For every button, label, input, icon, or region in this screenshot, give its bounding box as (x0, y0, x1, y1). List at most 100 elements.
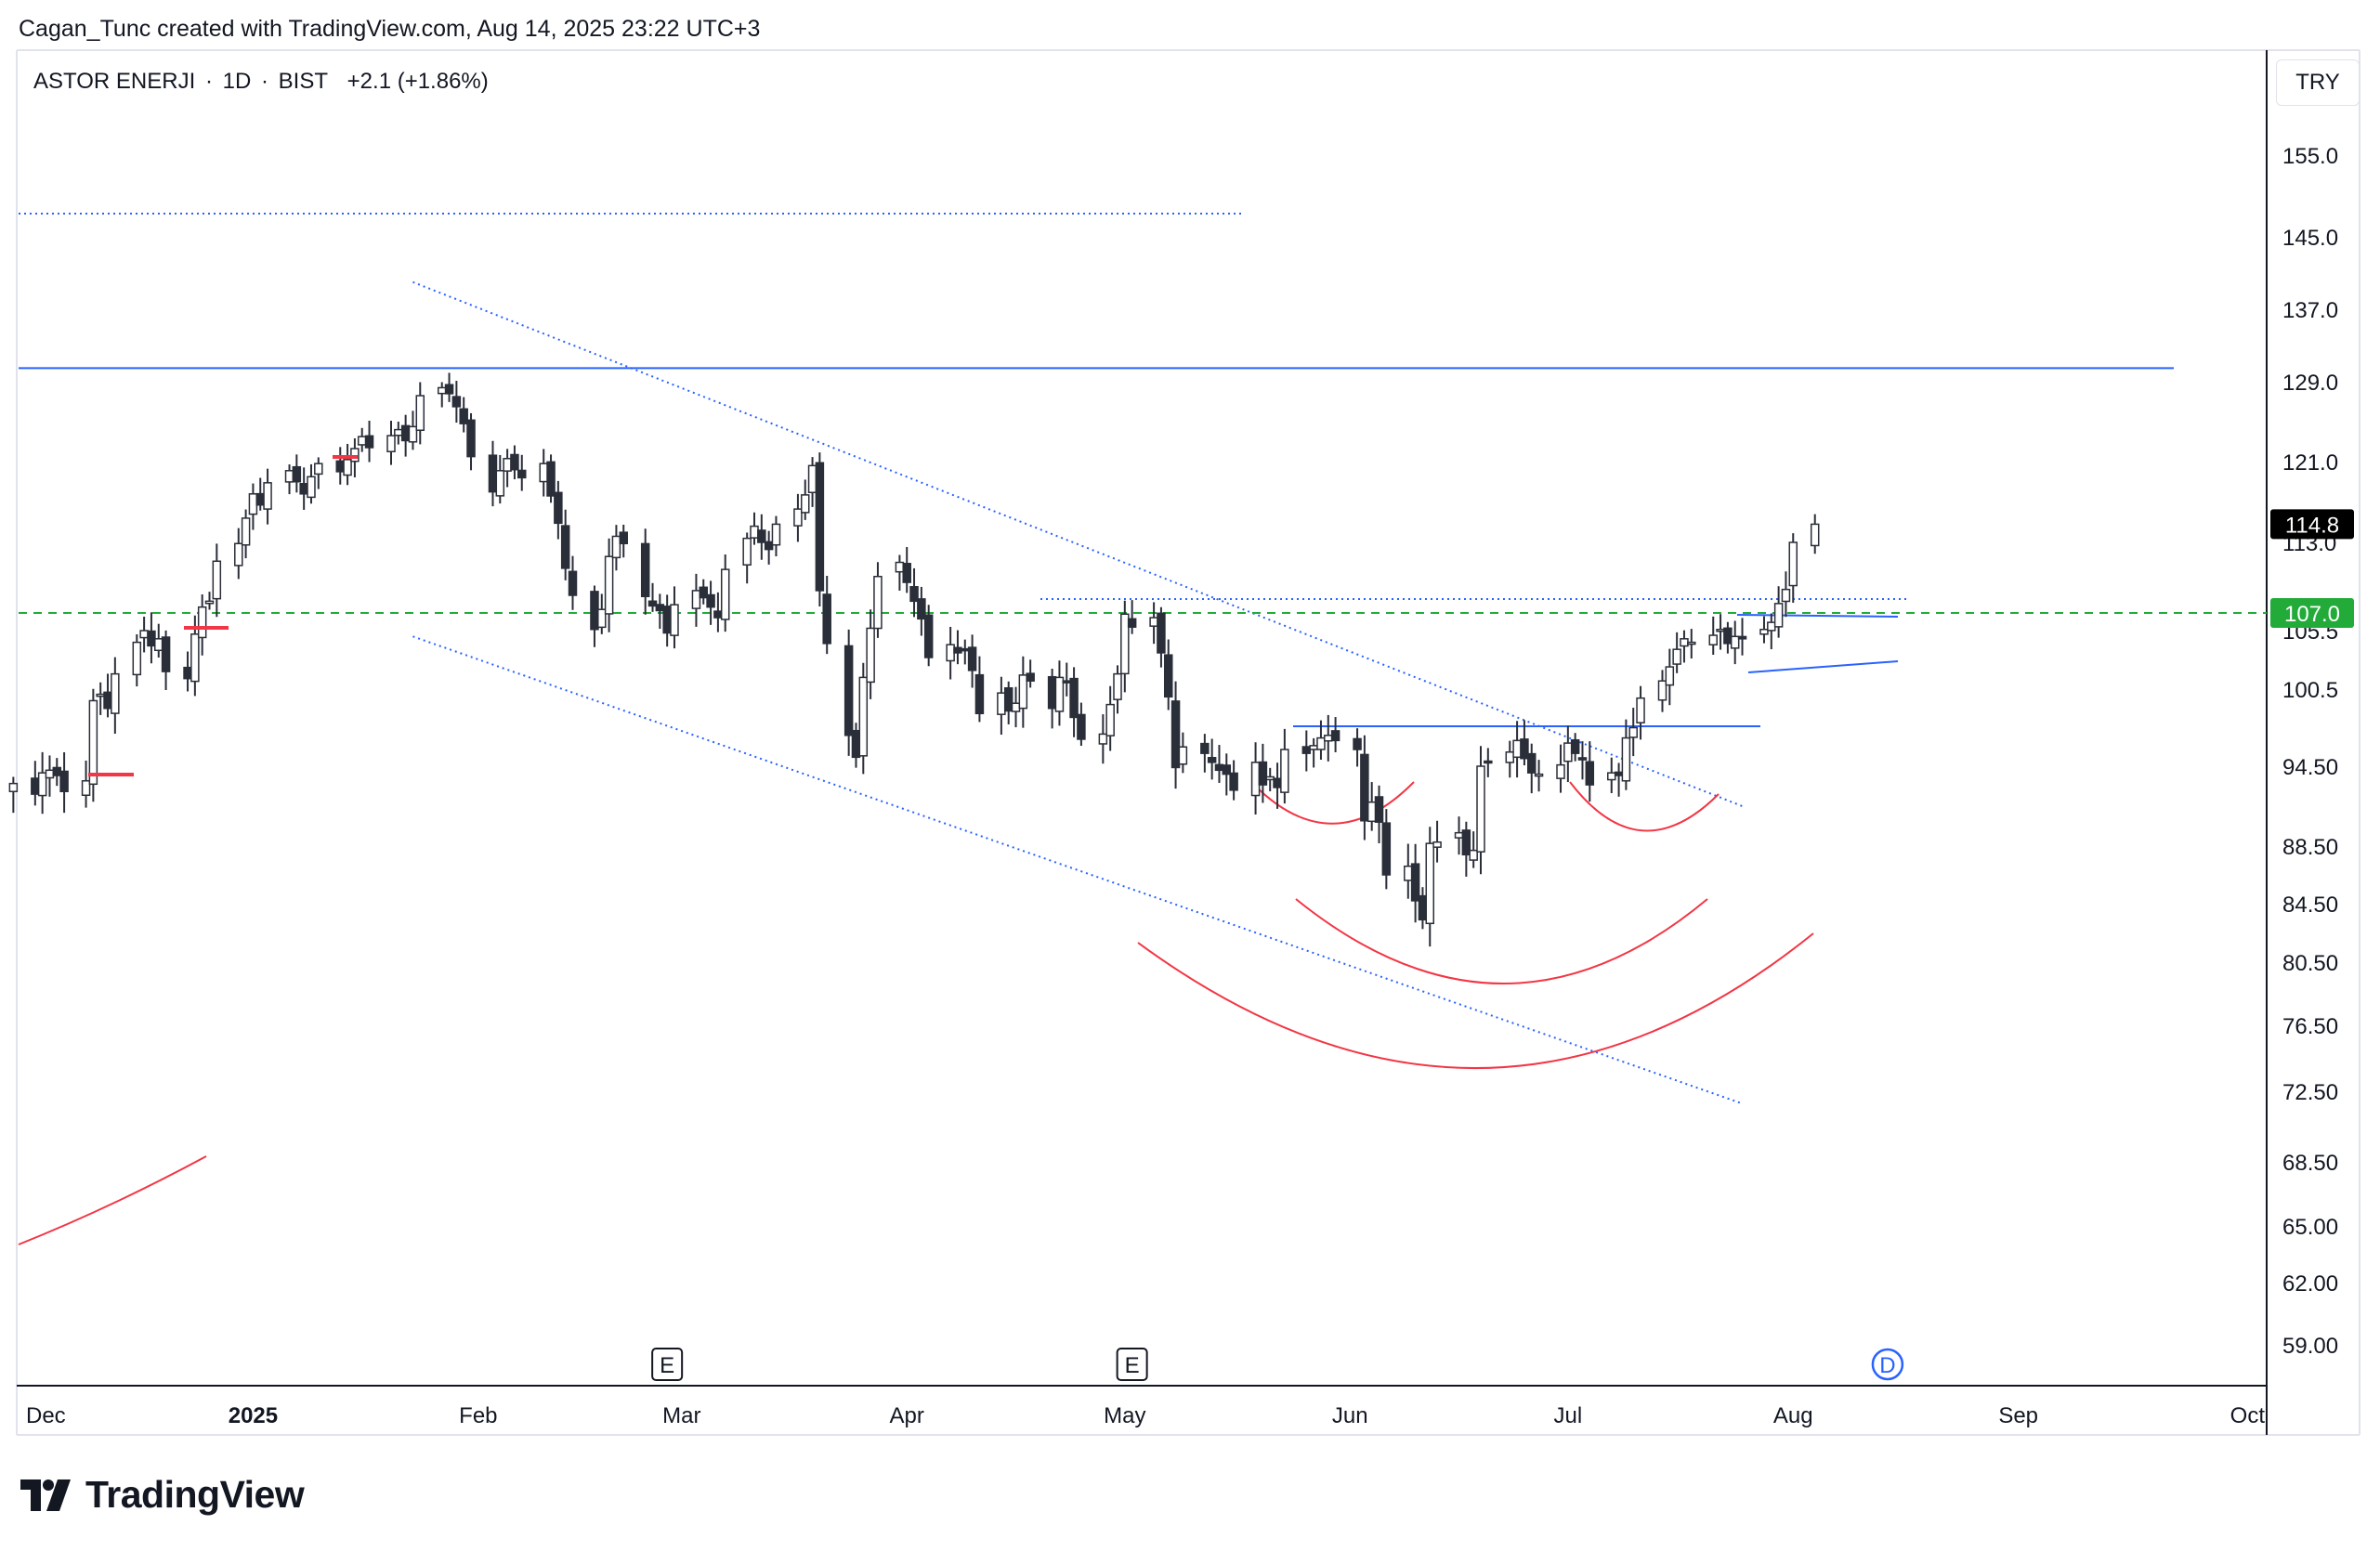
candle-down (1570, 733, 1580, 762)
candle-body (147, 630, 156, 647)
candle-body (255, 492, 265, 506)
candle-down (255, 477, 265, 511)
currency-button[interactable]: TRY (2276, 59, 2360, 106)
candle-up (1781, 571, 1791, 618)
candle-body (437, 386, 447, 395)
candle-body (757, 529, 766, 543)
candle-down (647, 582, 658, 612)
candle-body (1120, 613, 1130, 675)
candle-body (568, 570, 578, 596)
symbol-legend: ASTOR ENERJI · 1D · BIST +2.1 (+1.86%) (33, 69, 492, 95)
candle-up (1054, 660, 1065, 726)
candle-up (1425, 827, 1435, 947)
candle-down (466, 412, 476, 471)
candle-body (873, 575, 883, 630)
candle-body (81, 780, 91, 796)
candle-body (858, 676, 869, 757)
candle-up (307, 463, 316, 504)
candle-down (1418, 887, 1428, 930)
candle-up (1309, 737, 1318, 768)
candle-body (1680, 638, 1689, 647)
candle-body (1730, 635, 1740, 649)
candle-body (647, 600, 658, 607)
candle-body (923, 614, 934, 658)
candle-body (1788, 541, 1798, 587)
candle-down (299, 467, 308, 510)
legend-separator: · (260, 69, 268, 94)
dividend-marker-label: D (1879, 1353, 1895, 1378)
candle-body (488, 454, 498, 493)
candle-up (858, 662, 869, 775)
candle-body (720, 568, 730, 620)
candle-body (1127, 618, 1137, 628)
price-axis[interactable]: 155.0145.0137.0129.0121.0113.0105.5100.5… (2270, 144, 2354, 1359)
candle-up (8, 776, 19, 814)
candle-body (793, 508, 803, 527)
candle-up (866, 609, 875, 699)
price-tick-label: 121.0 (2282, 450, 2338, 476)
prior-curve (18, 1155, 207, 1245)
candle-body (335, 460, 346, 473)
candle-up (742, 532, 752, 584)
candle-body (1781, 588, 1791, 603)
candle-up (394, 421, 403, 445)
candle-body (597, 608, 607, 629)
candle-up (1113, 665, 1122, 714)
candle-up (604, 538, 614, 632)
candle-body (917, 598, 926, 620)
candle-down (103, 673, 112, 718)
candle-down (1229, 760, 1238, 801)
candle-body (1585, 761, 1595, 786)
candle-body (212, 560, 222, 600)
tradingview-logo-icon (20, 1479, 71, 1511)
dividend-marker (1871, 1348, 1904, 1381)
candle-body (554, 491, 563, 525)
candle-body (1628, 726, 1638, 738)
candle-up (1011, 686, 1021, 728)
candle-body (1665, 666, 1675, 686)
candle-body (1810, 523, 1820, 547)
candle-up (1250, 742, 1261, 815)
candle-body (691, 590, 701, 609)
candle-up (1178, 732, 1188, 774)
candle-up (539, 449, 548, 497)
price-tick-label: 155.0 (2282, 144, 2338, 169)
channel-upper-line (412, 280, 1743, 807)
candle-body (706, 593, 715, 608)
candle-body (590, 591, 599, 631)
time-tick-label: 2025 (229, 1403, 278, 1428)
candlestick-series (8, 372, 1820, 947)
candle-body (1157, 612, 1166, 654)
earnings-marker (1116, 1348, 1148, 1381)
candle-body (307, 476, 316, 499)
candle-up (248, 483, 258, 530)
cup-curve (1137, 932, 1814, 1069)
candle-down (655, 593, 665, 630)
candle-down (1163, 639, 1173, 710)
price-tick-label: 129.0 (2282, 371, 2338, 396)
candle-up (1687, 629, 1696, 659)
price-tick-label: 76.50 (2282, 1014, 2338, 1039)
candle-down (1585, 741, 1595, 802)
candle-down (488, 440, 498, 507)
time-tick-label: Oct (2230, 1403, 2266, 1428)
chart-credit: Cagan_Tunc created with TradingView.com,… (19, 16, 761, 42)
candle-down (1003, 681, 1013, 724)
candle-body (1273, 777, 1282, 789)
candle-body (1512, 739, 1522, 759)
candle-body (1614, 771, 1624, 776)
tradingview-logo[interactable]: TradingView (20, 1473, 305, 1517)
candle-up (1665, 648, 1675, 706)
time-tick-label: Dec (26, 1403, 66, 1428)
price-tick-label: 59.00 (2282, 1334, 2338, 1359)
candle-body (1767, 621, 1776, 632)
candle-body (415, 395, 425, 431)
candle-body (466, 419, 476, 458)
candle-up (45, 755, 55, 797)
price-tick-label: 72.50 (2282, 1080, 2338, 1105)
candle-up (1636, 685, 1645, 740)
time-tick-label: Jul (1553, 1403, 1582, 1428)
time-axis[interactable]: Dec 2025 Feb Mar Apr May Jun Jul Aug Sep Oct (26, 1403, 2265, 1428)
candle-body (1222, 764, 1232, 776)
